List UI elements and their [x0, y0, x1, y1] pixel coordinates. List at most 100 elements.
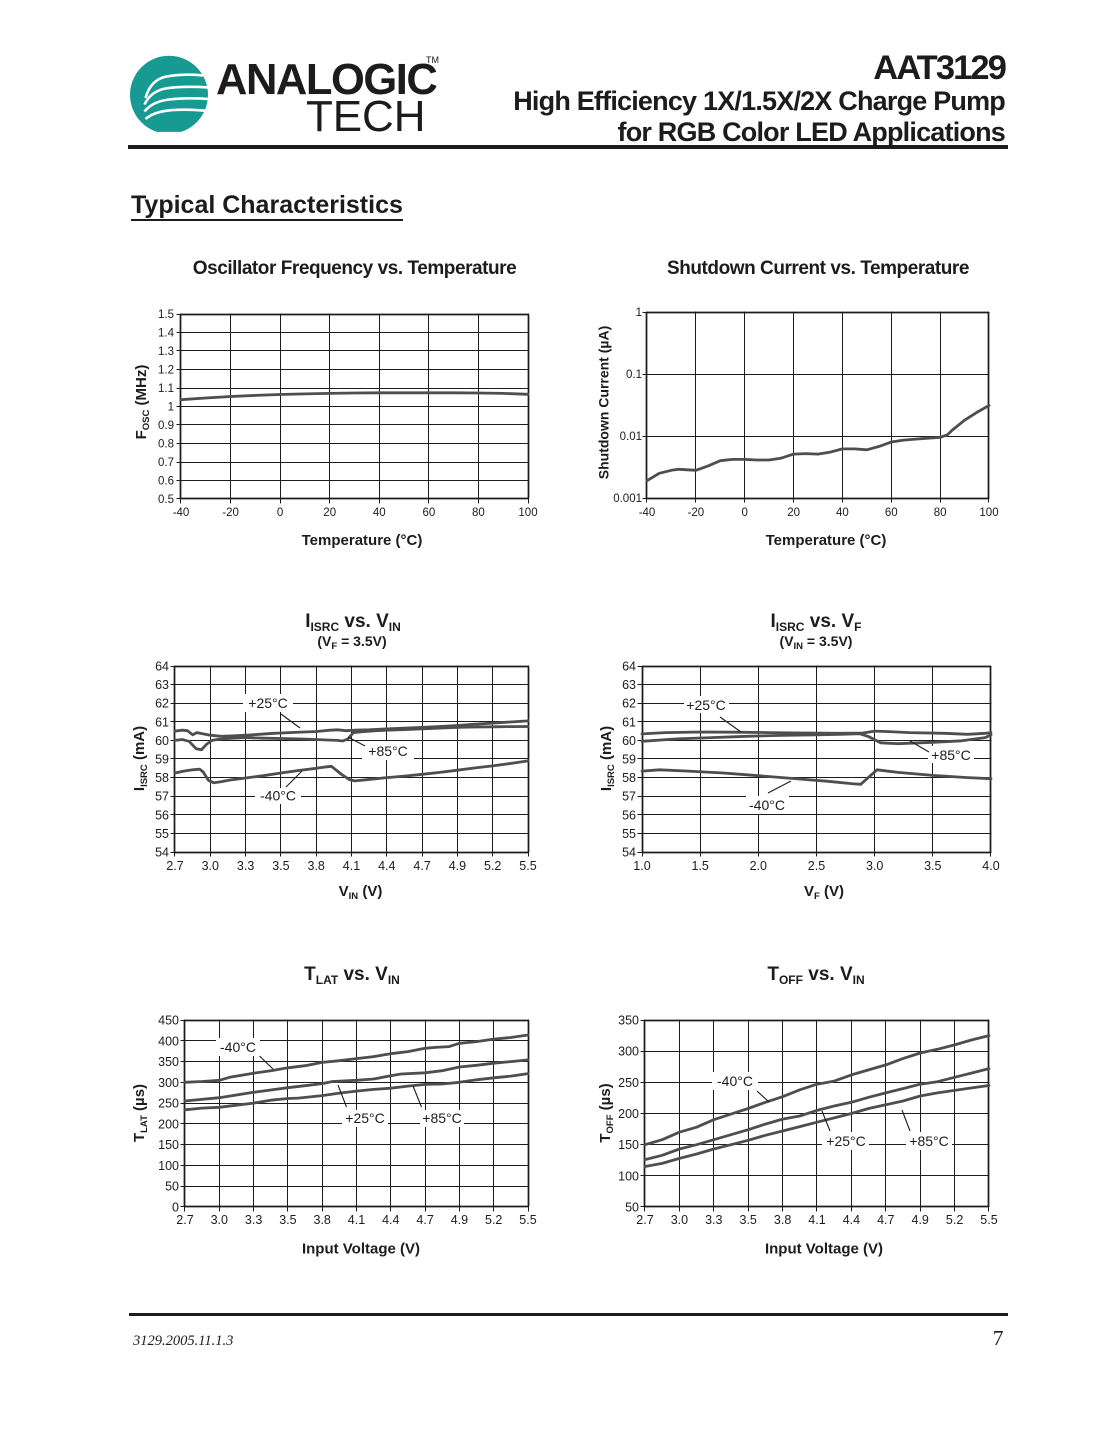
svg-text:-20: -20	[688, 507, 705, 519]
svg-text:0.8: 0.8	[158, 439, 174, 451]
svg-text:3.3: 3.3	[705, 1213, 722, 1227]
svg-text:61: 61	[155, 715, 169, 729]
svg-text:56: 56	[155, 808, 169, 822]
svg-text:40: 40	[373, 507, 386, 519]
svg-text:0: 0	[172, 1201, 179, 1215]
svg-text:-40°C: -40°C	[717, 1073, 753, 1089]
svg-text:450: 450	[158, 1014, 179, 1028]
svg-text:IISRC vs. VF: IISRC vs. VF	[771, 611, 862, 634]
svg-text:1.1: 1.1	[158, 383, 174, 395]
svg-text:1.5: 1.5	[692, 859, 709, 873]
svg-text:4.4: 4.4	[382, 1213, 399, 1227]
svg-text:300: 300	[618, 1045, 639, 1059]
svg-text:3.8: 3.8	[774, 1213, 791, 1227]
svg-text:-40°C: -40°C	[260, 788, 296, 804]
svg-text:20: 20	[323, 507, 336, 519]
svg-text:150: 150	[618, 1138, 639, 1152]
svg-text:4.7: 4.7	[416, 1213, 433, 1227]
svg-text:3.0: 3.0	[866, 859, 883, 873]
svg-text:61: 61	[622, 715, 636, 729]
svg-text:0.6: 0.6	[158, 476, 174, 488]
svg-text:64: 64	[622, 660, 636, 674]
svg-text:4.4: 4.4	[378, 859, 395, 873]
svg-text:300: 300	[158, 1076, 179, 1090]
svg-text:3.8: 3.8	[314, 1213, 331, 1227]
svg-text:3.5: 3.5	[924, 859, 941, 873]
svg-text:3.5: 3.5	[740, 1213, 757, 1227]
svg-text:60: 60	[155, 734, 169, 748]
svg-text:+25°C: +25°C	[345, 1110, 384, 1126]
svg-text:5.5: 5.5	[980, 1213, 997, 1227]
svg-text:100: 100	[158, 1159, 179, 1173]
svg-text:59: 59	[622, 753, 636, 767]
svg-text:80: 80	[934, 507, 947, 519]
svg-text:Input Voltage (V): Input Voltage (V)	[765, 1241, 883, 1258]
svg-text:(VIN = 3.5V): (VIN = 3.5V)	[780, 633, 853, 652]
svg-text:TLAT vs. VIN: TLAT vs. VIN	[304, 964, 400, 987]
svg-text:5.2: 5.2	[485, 1213, 502, 1227]
svg-text:Oscillator Frequency vs. Tempe: Oscillator Frequency vs. Temperature	[193, 258, 516, 279]
svg-text:+85°C: +85°C	[909, 1133, 948, 1149]
svg-text:3.0: 3.0	[202, 859, 219, 873]
svg-text:3.8: 3.8	[308, 859, 325, 873]
svg-text:60: 60	[423, 507, 436, 519]
svg-text:1.4: 1.4	[158, 328, 175, 340]
svg-text:0.01: 0.01	[620, 431, 642, 443]
svg-text:TLAT (µs): TLAT (µs)	[131, 1084, 150, 1142]
svg-text:250: 250	[618, 1076, 639, 1090]
svg-text:4.9: 4.9	[912, 1213, 929, 1227]
svg-text:55: 55	[622, 827, 636, 841]
svg-text:0.5: 0.5	[158, 494, 174, 506]
svg-text:4.1: 4.1	[343, 859, 360, 873]
svg-text:400: 400	[158, 1034, 179, 1048]
svg-text:2.7: 2.7	[636, 1213, 653, 1227]
svg-text:200: 200	[158, 1117, 179, 1131]
svg-text:0.001: 0.001	[613, 493, 642, 505]
svg-text:3.5: 3.5	[279, 1213, 296, 1227]
svg-text:60: 60	[885, 507, 898, 519]
svg-text:56: 56	[622, 808, 636, 822]
svg-text:63: 63	[622, 678, 636, 692]
svg-text:63: 63	[155, 678, 169, 692]
svg-text:20: 20	[787, 507, 800, 519]
svg-text:0: 0	[277, 507, 283, 519]
svg-text:5.5: 5.5	[519, 1213, 536, 1227]
svg-text:Temperature (°C): Temperature (°C)	[766, 532, 887, 549]
svg-text:4.7: 4.7	[877, 1213, 894, 1227]
svg-text:1.2: 1.2	[158, 365, 174, 377]
svg-text:100: 100	[979, 507, 998, 519]
svg-text:200: 200	[618, 1107, 639, 1121]
svg-text:4.9: 4.9	[451, 1213, 468, 1227]
svg-text:4.9: 4.9	[449, 859, 466, 873]
svg-text:50: 50	[625, 1201, 639, 1215]
svg-text:58: 58	[622, 771, 636, 785]
svg-text:1: 1	[168, 402, 174, 414]
svg-text:100: 100	[518, 507, 537, 519]
svg-text:+25°C: +25°C	[686, 697, 725, 713]
svg-text:55: 55	[155, 827, 169, 841]
svg-text:+25°C: +25°C	[826, 1133, 865, 1149]
svg-text:60: 60	[622, 734, 636, 748]
svg-text:-40°C: -40°C	[220, 1039, 256, 1055]
svg-text:350: 350	[618, 1014, 639, 1028]
svg-text:3.0: 3.0	[671, 1213, 688, 1227]
svg-text:100: 100	[618, 1169, 639, 1183]
svg-text:62: 62	[155, 697, 169, 711]
svg-text:+85°C: +85°C	[422, 1110, 461, 1126]
svg-text:40: 40	[836, 507, 849, 519]
svg-text:58: 58	[155, 771, 169, 785]
svg-text:2.7: 2.7	[176, 1213, 193, 1227]
svg-text:+85°C: +85°C	[931, 747, 970, 763]
svg-text:VF (V): VF (V)	[804, 883, 844, 902]
svg-text:1.5: 1.5	[158, 309, 174, 321]
svg-text:0.9: 0.9	[158, 420, 174, 432]
svg-text:54: 54	[622, 846, 636, 860]
svg-text:+85°C: +85°C	[368, 743, 407, 759]
svg-text:TOFF (µs): TOFF (µs)	[597, 1083, 616, 1142]
svg-text:4.7: 4.7	[413, 859, 430, 873]
svg-text:-20: -20	[222, 507, 239, 519]
svg-text:59: 59	[155, 753, 169, 767]
svg-text:2.7: 2.7	[166, 859, 183, 873]
svg-text:57: 57	[155, 790, 169, 804]
svg-text:3.3: 3.3	[245, 1213, 262, 1227]
